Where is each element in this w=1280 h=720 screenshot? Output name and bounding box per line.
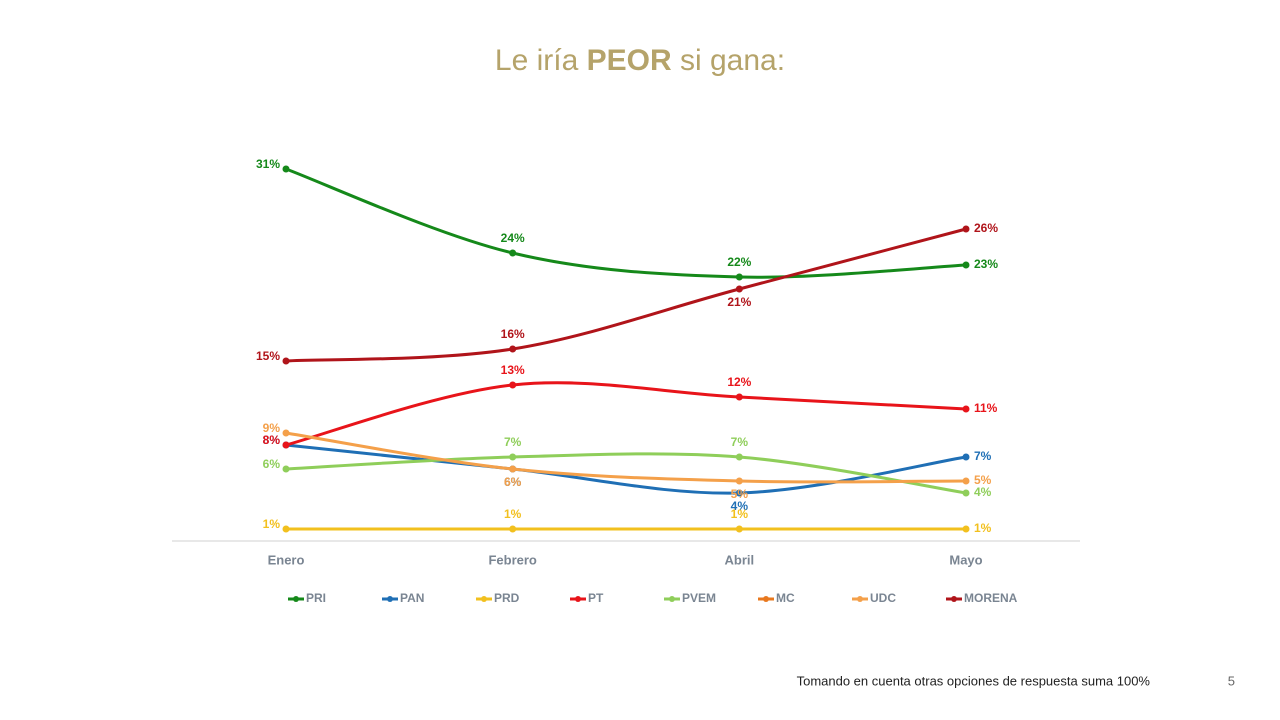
series-line	[285, 431, 967, 484]
data-point	[282, 465, 290, 473]
data-point	[509, 345, 517, 353]
data-label: 24%	[501, 231, 525, 245]
data-label: 16%	[501, 327, 525, 341]
data-label: 5%	[974, 473, 992, 487]
footnote: Tomando en cuenta otras opciones de resp…	[797, 673, 1151, 688]
legend-label: PAN	[400, 591, 424, 605]
title-part: Le iría	[495, 44, 587, 77]
data-point	[962, 477, 970, 485]
data-label: 7%	[974, 449, 992, 463]
legend-marker	[669, 596, 675, 602]
chart-title: Le iría PEOR si gana:	[495, 44, 785, 77]
data-label: 9%	[263, 421, 281, 435]
data-label: 8%	[263, 433, 281, 447]
data-label: 11%	[974, 401, 998, 415]
legend-marker	[857, 596, 863, 602]
x-tick-label: Abril	[725, 552, 755, 567]
data-label: 22%	[727, 255, 751, 269]
data-label: 23%	[974, 257, 998, 271]
data-point	[735, 489, 743, 497]
legend-marker	[763, 596, 769, 602]
data-point	[735, 525, 743, 533]
series-line	[285, 452, 967, 495]
data-point	[282, 441, 290, 449]
data-label: 21%	[727, 295, 751, 309]
x-tick-label: Enero	[268, 552, 305, 567]
legend-label: MC	[776, 591, 795, 605]
legend-label: UDC	[870, 591, 896, 605]
data-point	[282, 165, 290, 173]
data-point	[509, 525, 517, 533]
data-point	[962, 261, 970, 269]
data-point	[509, 453, 517, 461]
data-label: 12%	[727, 375, 751, 389]
legend-marker	[575, 596, 581, 602]
data-label: 1%	[731, 507, 749, 521]
data-point	[735, 285, 743, 293]
data-label: 1%	[504, 507, 522, 521]
data-point	[962, 525, 970, 533]
data-label: 1%	[263, 517, 281, 531]
legend-marker	[951, 596, 957, 602]
title-part: PEOR	[587, 44, 672, 77]
data-point	[735, 393, 743, 401]
data-point	[735, 477, 743, 485]
data-label: 4%	[731, 499, 749, 513]
data-label: 7%	[504, 435, 522, 449]
data-point	[509, 465, 517, 473]
legend-marker	[293, 596, 299, 602]
data-label: 6%	[263, 457, 281, 471]
data-point	[509, 381, 517, 389]
legend-label: PRD	[494, 591, 520, 605]
legend-label: PVEM	[682, 591, 716, 605]
data-label: 1%	[974, 521, 992, 535]
data-point	[282, 357, 290, 365]
x-tick-label: Mayo	[949, 552, 982, 567]
data-label: 31%	[256, 157, 280, 171]
data-label: 6%	[504, 475, 522, 489]
page-number: 5	[1228, 673, 1235, 688]
data-label: 8%	[263, 433, 281, 447]
legend-label: MORENA	[964, 591, 1018, 605]
data-label: 6%	[504, 475, 522, 489]
data-label: 7%	[731, 435, 749, 449]
legend-marker	[387, 596, 393, 602]
legend-label: PT	[588, 591, 604, 605]
data-point	[962, 453, 970, 461]
legend-marker	[481, 596, 487, 602]
data-label: 26%	[974, 221, 998, 235]
data-point	[282, 525, 290, 533]
series-line	[285, 443, 967, 495]
data-point	[282, 429, 290, 437]
title-part: si gana:	[672, 44, 785, 77]
data-label: 5%	[731, 487, 749, 501]
data-point	[962, 405, 970, 413]
legend-label: PRI	[306, 591, 326, 605]
data-point	[962, 489, 970, 497]
data-point	[735, 453, 743, 461]
series-line	[285, 227, 967, 363]
series-line	[285, 381, 967, 447]
data-label: 4%	[974, 485, 992, 499]
data-label: 15%	[256, 349, 280, 363]
data-point	[509, 249, 517, 257]
x-tick-label: Febrero	[488, 552, 536, 567]
data-point	[962, 225, 970, 233]
data-point	[735, 273, 743, 281]
series-line	[285, 167, 967, 279]
data-label: 13%	[501, 363, 525, 377]
